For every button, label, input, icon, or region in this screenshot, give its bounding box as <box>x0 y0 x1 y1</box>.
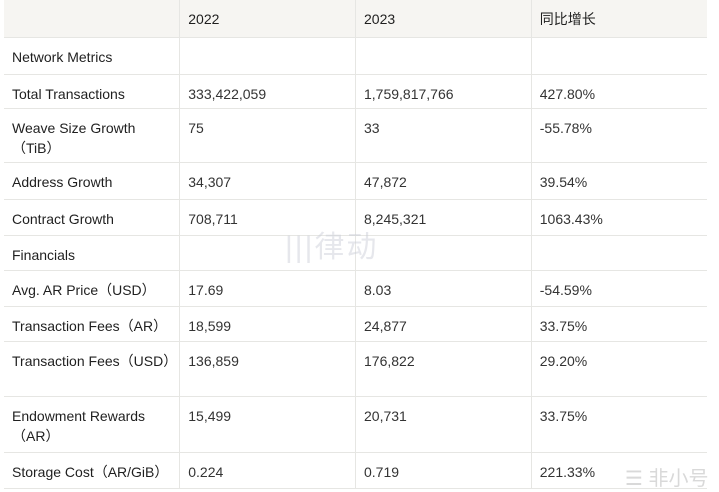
row-value: 17.69 <box>179 270 356 307</box>
watermark-logo: |||律动 <box>285 231 379 264</box>
row-label: Contract Growth <box>4 199 181 236</box>
table-row: Address Growth 34,307 47,872 39.54% <box>4 162 707 200</box>
row-label: Endowment Rewards（AR） <box>4 396 181 453</box>
row-value: 24,877 <box>355 306 532 342</box>
row-value: 29.20% <box>531 341 707 397</box>
header-row: 2022 2023 同比增长 <box>4 0 707 38</box>
row-value <box>179 235 356 271</box>
header-cell: 同比增长 <box>531 0 707 38</box>
row-label: Weave Size Growth（TiB） <box>4 108 181 163</box>
table-row: Contract Growth 708,711 8,245,321 1063.43% <box>4 199 707 236</box>
row-value: 75 <box>179 108 356 163</box>
row-value: 176,822 <box>355 341 532 397</box>
row-value: 1063.43% <box>531 199 707 236</box>
row-value: 8,245,321 <box>355 199 532 236</box>
table-row: Transaction Fees（AR） 18,599 24,877 33.75% <box>4 306 707 342</box>
table-row: Storage Cost（AR/GiB） 0.224 0.719 221.33% <box>4 452 707 489</box>
row-value: 1,759,817,766 <box>355 74 532 109</box>
table-row: Avg. AR Price（USD） 17.69 8.03 -54.59% <box>4 270 707 307</box>
row-value: 20,731 <box>355 396 532 453</box>
row-value: 34,307 <box>179 162 356 200</box>
row-value: 0.224 <box>179 452 356 489</box>
row-value <box>355 235 532 271</box>
row-value: 15,499 <box>179 396 356 453</box>
row-value: 33 <box>355 108 532 163</box>
row-label: Total Transactions <box>4 74 181 109</box>
row-value <box>355 37 532 75</box>
table-row: Endowment Rewards（AR） 15,499 20,731 33.75% <box>4 396 707 453</box>
row-label: Network Metrics <box>4 37 181 75</box>
row-value: 0.719 <box>355 452 532 489</box>
row-value: 221.33% <box>531 452 707 489</box>
header-cell: 2023 <box>355 0 532 38</box>
table-row: Transaction Fees（USD） 136,859 176,822 29.20… <box>4 341 707 397</box>
table-row: Network Metrics <box>4 37 707 75</box>
row-value: 39.54% <box>531 162 707 200</box>
row-label: Storage Cost（AR/GiB） <box>4 452 181 489</box>
row-value <box>531 37 707 75</box>
table-row: Weave Size Growth（TiB） 75 33 -55.78% <box>4 108 707 163</box>
row-value: -54.59% <box>531 270 707 307</box>
row-value: 136,859 <box>179 341 356 397</box>
watermark-logo: ☰ 非小号 <box>625 468 709 490</box>
row-value: 427.80% <box>531 74 707 109</box>
header-cell <box>4 0 181 38</box>
row-value: 47,872 <box>355 162 532 200</box>
row-value: -55.78% <box>531 108 707 163</box>
row-label: Transaction Fees（AR） <box>4 306 181 342</box>
row-value: 8.03 <box>355 270 532 307</box>
row-label: Address Growth <box>4 162 181 200</box>
row-value: 33.75% <box>531 306 707 342</box>
row-value <box>531 235 707 271</box>
metrics-table: 2022 2023 同比增长 Network Metrics Total Tran… <box>4 0 707 489</box>
row-value <box>179 37 356 75</box>
row-value: 333,422,059 <box>179 74 356 109</box>
row-value: 18,599 <box>179 306 356 342</box>
row-label: Financials <box>4 235 181 271</box>
header-cell: 2022 <box>179 0 356 38</box>
row-label: Transaction Fees（USD） <box>4 341 181 397</box>
row-value: 708,711 <box>179 199 356 236</box>
table-row: Total Transactions 333,422,059 1,759,817,7… <box>4 74 707 109</box>
row-value: 33.75% <box>531 396 707 453</box>
row-label: Avg. AR Price（USD） <box>4 270 181 307</box>
table-row: Financials <box>4 235 707 271</box>
